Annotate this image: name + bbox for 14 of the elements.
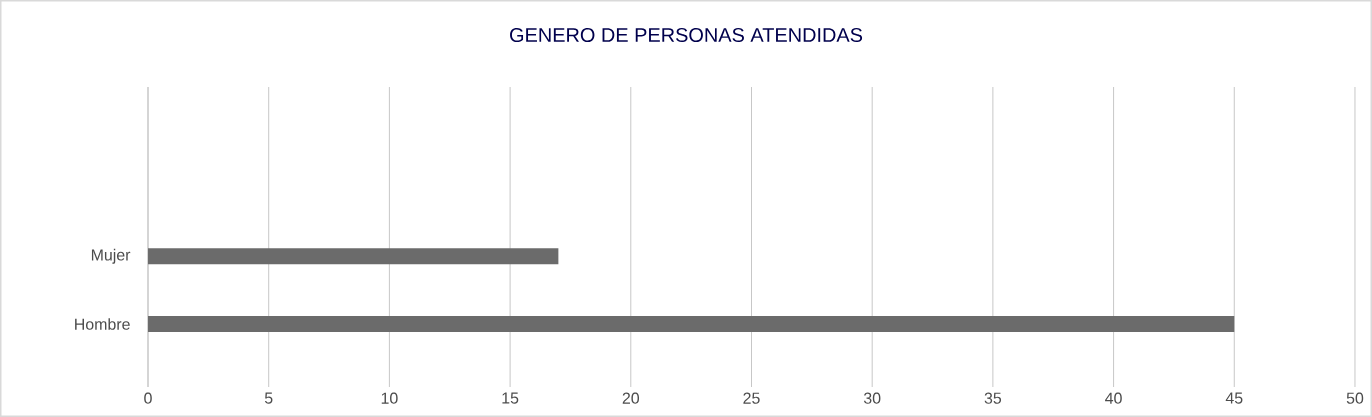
chart-title: GENERO DE PERSONAS ATENDIDAS — [510, 27, 863, 43]
x-tick-label: 45 — [1225, 392, 1243, 404]
x-tick-label: 40 — [1105, 392, 1122, 404]
x-tick-label: 0 — [144, 392, 152, 404]
y-tick-label: Mujer — [91, 248, 131, 264]
x-tick-label: 50 — [1346, 392, 1364, 404]
y-tick-label: Hombre — [75, 318, 130, 330]
x-tick-label: 25 — [743, 392, 760, 404]
x-tick-label: 30 — [863, 392, 881, 404]
x-tick-label: 15 — [502, 392, 519, 404]
x-tick-label: 10 — [381, 392, 398, 404]
x-tick-label: 5 — [264, 392, 273, 404]
x-tick-label: 35 — [984, 392, 1002, 404]
x-tick-label: 20 — [622, 392, 640, 404]
